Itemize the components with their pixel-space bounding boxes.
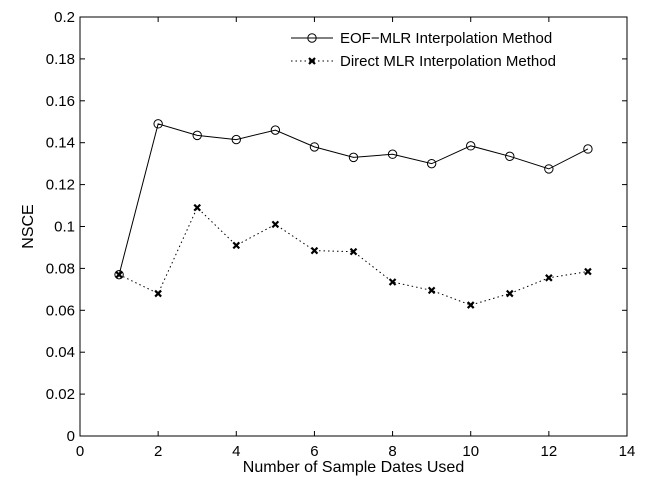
data-point-eof-mlr <box>153 119 163 129</box>
series-layer <box>114 119 593 309</box>
data-point-eof-mlr <box>348 152 359 163</box>
data-point-direct-mlr <box>427 286 436 295</box>
plot-area <box>79 16 628 437</box>
data-point-eof-mlr <box>114 269 124 280</box>
data-point-direct-mlr <box>232 241 241 250</box>
data-point-direct-mlr <box>271 220 280 229</box>
data-point-eof-mlr <box>309 142 320 152</box>
x-tick-label: 2 <box>154 443 162 460</box>
data-point-eof-mlr <box>466 141 476 151</box>
x-tick-label: 14 <box>619 443 636 460</box>
legend-box <box>283 22 622 76</box>
plot-frame-layer <box>79 16 628 437</box>
data-point-direct-mlr <box>349 247 358 256</box>
labels-layer: Number of Sample Dates Used NSCE <box>20 204 464 476</box>
data-point-direct-mlr <box>545 274 553 282</box>
data-point-eof-mlr <box>270 125 281 135</box>
data-point-eof-mlr <box>231 134 241 145</box>
data-point-direct-mlr <box>388 278 397 286</box>
data-point-eof-mlr <box>583 144 593 154</box>
y-tick-label: 0.2 <box>54 9 75 26</box>
y-tick-label: 0 <box>67 428 75 445</box>
data-point-eof-mlr <box>192 130 202 141</box>
y-tick-label: 0.16 <box>46 93 75 110</box>
data-point-eof-mlr <box>505 151 515 162</box>
y-tick-label: 0.06 <box>46 302 75 319</box>
y-tick-label: 0.1 <box>54 219 75 236</box>
y-tick-label: 0.12 <box>46 177 75 194</box>
legend-label-eof-mlr: EOF−MLR Interpolation Method <box>340 30 552 47</box>
legend-item-direct-mlr: Direct MLR Interpolation Method <box>291 53 556 70</box>
x-axis-label: Number of Sample Dates Used <box>243 459 464 476</box>
ticks-layer: 0 2 4 6 8 10 12 14 0 0.02 0.04 0.06 0.08 0.1 0.12 0.14 0… <box>46 9 636 460</box>
x-tick-label: 6 <box>310 443 318 460</box>
y-axis-label: NSCE <box>20 204 37 248</box>
series-direct-mlr <box>115 203 592 309</box>
y-tick-label: 0.02 <box>46 386 75 403</box>
x-tick-label: 8 <box>388 443 396 460</box>
data-point-direct-mlr <box>193 203 201 212</box>
y-tick-label: 0.04 <box>46 344 75 361</box>
data-point-direct-mlr <box>466 301 475 309</box>
data-point-direct-mlr <box>115 270 123 279</box>
data-point-direct-mlr <box>310 246 319 255</box>
series-line-eof-mlr <box>118 123 589 275</box>
legend-swatch-marker-direct-mlr <box>308 57 316 65</box>
data-point-eof-mlr <box>387 149 398 159</box>
legend-label-direct-mlr: Direct MLR Interpolation Method <box>340 53 556 70</box>
data-point-eof-mlr <box>544 164 554 174</box>
x-tick-label: 10 <box>462 443 479 460</box>
x-tick-label: 0 <box>76 443 84 460</box>
x-tick-label: 4 <box>232 443 240 460</box>
y-tick-label: 0.08 <box>46 260 75 277</box>
y-tick-label: 0.18 <box>46 51 75 68</box>
series-eof-mlr <box>114 119 593 280</box>
data-point-direct-mlr <box>154 289 162 298</box>
y-tick-label: 0.14 <box>46 135 75 152</box>
data-point-eof-mlr <box>426 158 437 169</box>
legend-swatch-marker-eof-mlr <box>307 33 317 43</box>
legend-item-eof-mlr: EOF−MLR Interpolation Method <box>291 30 552 47</box>
data-point-direct-mlr <box>506 289 514 298</box>
x-tick-label: 12 <box>541 443 558 460</box>
legend: EOF−MLR Interpolation Method Direct MLR … <box>283 22 622 76</box>
data-point-direct-mlr <box>584 267 592 276</box>
